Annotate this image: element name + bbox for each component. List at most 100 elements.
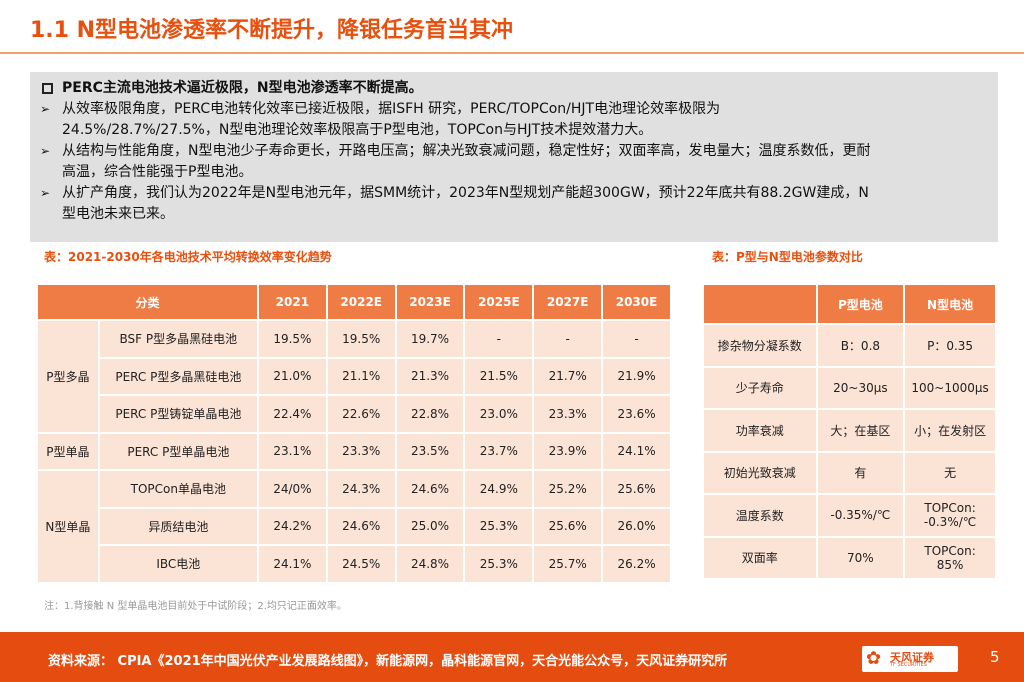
header-cell: 2022E bbox=[325, 283, 397, 321]
param-cell: 温度系数 bbox=[702, 493, 818, 538]
value-cell: 26.2% bbox=[601, 544, 672, 584]
logo-text: 天风证券 bbox=[890, 651, 934, 664]
table-row: P型单晶 PERC P型单晶电池 23.1% 23.3% 23.5% 23.7%… bbox=[36, 431, 672, 471]
value-cell: 24.5% bbox=[325, 544, 397, 584]
value-cell: B：0.8 bbox=[815, 323, 906, 368]
summary-bullet: ➢ 从效率极限角度，PERC电池转化效率已接近极限，据ISFH 研究，PERC/T… bbox=[40, 99, 988, 120]
company-logo: ✿ 天风证券 TF SECURITIES bbox=[862, 646, 958, 672]
summary-bullet: ➢ 从结构与性能角度，N型电池少子寿命更长，开路电压高；解决光致衰减问题，稳定性好… bbox=[40, 141, 988, 162]
value-cell: 21.7% bbox=[532, 356, 604, 396]
value-cell: 21.3% bbox=[394, 356, 466, 396]
table-row: 功率衰减 大；在基区 小；在发射区 bbox=[702, 408, 997, 453]
value-cell: 有 bbox=[815, 450, 906, 495]
summary-box: PERC主流电池技术逼近极限，N型电池渗透率不断提高。 ➢ 从效率极限角度，PER… bbox=[30, 72, 998, 242]
value-cell: 23.3% bbox=[325, 431, 397, 471]
group-cell: P型单晶 bbox=[36, 431, 100, 471]
value-cell: 24.8% bbox=[394, 544, 466, 584]
page-number: 5 bbox=[990, 648, 1000, 666]
tech-cell: PERC P型多晶黑硅电池 bbox=[97, 356, 259, 396]
logo-background bbox=[862, 646, 958, 672]
value-cell: 21.9% bbox=[601, 356, 672, 396]
table-header-row: P型电池 N型电池 bbox=[702, 283, 997, 325]
param-cell: 掺杂物分凝系数 bbox=[702, 323, 818, 368]
value-cell: 21.0% bbox=[256, 356, 328, 396]
value-cell: - bbox=[532, 319, 604, 359]
value-cell: 26.0% bbox=[601, 506, 672, 546]
arrow-bullet-icon: ➢ bbox=[40, 186, 51, 200]
table1-caption: 表：2021-2030年各电池技术平均转换效率变化趋势 bbox=[44, 250, 332, 264]
value-cell: 24.3% bbox=[325, 469, 397, 509]
tech-cell: PERC P型单晶电池 bbox=[97, 431, 259, 471]
source-text: 资料来源： CPIA《2021年中国光伏产业发展路线图》，新能源网，晶科能源官网… bbox=[48, 654, 728, 669]
flower-logo-icon: ✿ bbox=[866, 648, 882, 669]
value-cell: - bbox=[601, 319, 672, 359]
value-cell: 23.0% bbox=[463, 394, 535, 434]
page-title: 1.1 N型电池渗透率不断提升，降银任务首当其冲 bbox=[30, 18, 514, 43]
value-cell: 19.7% bbox=[394, 319, 466, 359]
tech-cell: PERC P型铸锭单晶电池 bbox=[97, 394, 259, 434]
value-cell: 23.6% bbox=[601, 394, 672, 434]
group-cell: P型多晶 bbox=[36, 319, 100, 434]
value-cell: 22.6% bbox=[325, 394, 397, 434]
table-row: 双面率 70% TOPCon: 85% bbox=[702, 535, 997, 580]
table-row: IBC电池 24.1% 24.5% 24.8% 25.3% 25.7% 26.2… bbox=[37, 544, 672, 584]
value-cell: 24/0% bbox=[256, 469, 328, 509]
table2-caption: 表：P型与N型电池参数对比 bbox=[712, 250, 863, 264]
value-cell: 24.6% bbox=[394, 469, 466, 509]
value-cell: 21.5% bbox=[463, 356, 535, 396]
header-cell: P型电池 bbox=[815, 283, 906, 325]
value-cell: 24.1% bbox=[256, 544, 328, 584]
header-cell: 2021 bbox=[256, 283, 328, 321]
square-bullet-icon bbox=[42, 83, 53, 94]
value-cell: 70% bbox=[815, 535, 906, 580]
table-row: 异质结电池 24.2% 24.6% 25.0% 25.3% 25.6% 26.0… bbox=[37, 506, 672, 546]
tech-cell: TOPCon单晶电池 bbox=[97, 469, 259, 509]
value-cell: 21.1% bbox=[325, 356, 397, 396]
value-cell: P：0.35 bbox=[903, 323, 997, 368]
summary-bullet-cont: 24.5%/28.7%/27.5%，N型电池理论效率极限高于P型电池，TOPCo… bbox=[40, 120, 988, 141]
value-cell: 24.9% bbox=[463, 469, 535, 509]
value-cell: 24.6% bbox=[325, 506, 397, 546]
header-cell: 2023E bbox=[394, 283, 466, 321]
header-cell: 分类 bbox=[36, 283, 259, 321]
value-cell: 22.4% bbox=[256, 394, 328, 434]
value-cell: 24.1% bbox=[601, 431, 672, 471]
tech-cell: 异质结电池 bbox=[97, 506, 259, 546]
summary-bullet: ➢ 从扩产角度，我们认为2022年是N型电池元年，据SMM统计，2023年N型规划… bbox=[40, 183, 988, 204]
value-cell: 23.1% bbox=[256, 431, 328, 471]
value-cell: 大；在基区 bbox=[815, 408, 906, 453]
value-cell: 25.2% bbox=[532, 469, 604, 509]
value-cell: 23.9% bbox=[532, 431, 604, 471]
tech-cell: BSF P型多晶黑硅电池 bbox=[97, 319, 259, 359]
bullet-text: 从效率极限角度，PERC电池转化效率已接近极限，据ISFH 研究，PERC/TO… bbox=[62, 101, 721, 117]
table-row: 初始光致衰减 有 无 bbox=[702, 450, 997, 495]
value-cell: 25.3% bbox=[463, 506, 535, 546]
bullet-text: 从扩产角度，我们认为2022年是N型电池元年，据SMM统计，2023年N型规划产… bbox=[62, 185, 869, 201]
bullet-text: 24.5%/28.7%/27.5%，N型电池理论效率极限高于P型电池，TOPCo… bbox=[62, 122, 653, 138]
header-cell: 2030E bbox=[601, 283, 672, 321]
header-cell: 2025E bbox=[463, 283, 535, 321]
title-divider bbox=[0, 52, 1024, 54]
summary-headline-text: PERC主流电池技术逼近极限，N型电池渗透率不断提高。 bbox=[62, 80, 423, 96]
value-cell: 无 bbox=[903, 450, 997, 495]
value-cell: 22.8% bbox=[394, 394, 466, 434]
table-row: N型单晶 TOPCon单晶电池 24/0% 24.3% 24.6% 24.9% … bbox=[36, 469, 672, 584]
value-cell: 23.3% bbox=[532, 394, 604, 434]
value-cell: 100~1000μs bbox=[903, 365, 997, 410]
table-row: P型多晶 BSF P型多晶黑硅电池 19.5% 19.5% 19.7% - - … bbox=[36, 319, 672, 434]
value-cell: 小；在发射区 bbox=[903, 408, 997, 453]
header-cell bbox=[702, 283, 818, 325]
summary-bullet-cont: 高温，综合性能强于P型电池。 bbox=[40, 162, 988, 183]
value-cell: - bbox=[463, 319, 535, 359]
table-header-row: 分类 2021 2022E 2023E 2025E 2027E 2030E bbox=[36, 283, 672, 321]
value-cell: 25.0% bbox=[394, 506, 466, 546]
bullet-text: 高温，综合性能强于P型电池。 bbox=[62, 164, 253, 180]
param-cell: 初始光致衰减 bbox=[702, 450, 818, 495]
table-row: 温度系数 -0.35%/℃ TOPCon: -0.3%/℃ bbox=[702, 493, 997, 538]
value-cell: 19.5% bbox=[325, 319, 397, 359]
value-cell: 19.5% bbox=[256, 319, 328, 359]
p-vs-n-table: P型电池 N型电池 掺杂物分凝系数 B：0.8 P：0.35 少子寿命 20~3… bbox=[702, 283, 997, 580]
tech-cell: IBC电池 bbox=[97, 544, 259, 584]
table-row: 少子寿命 20~30μs 100~1000μs bbox=[702, 365, 997, 410]
value-cell: 25.6% bbox=[601, 469, 672, 509]
